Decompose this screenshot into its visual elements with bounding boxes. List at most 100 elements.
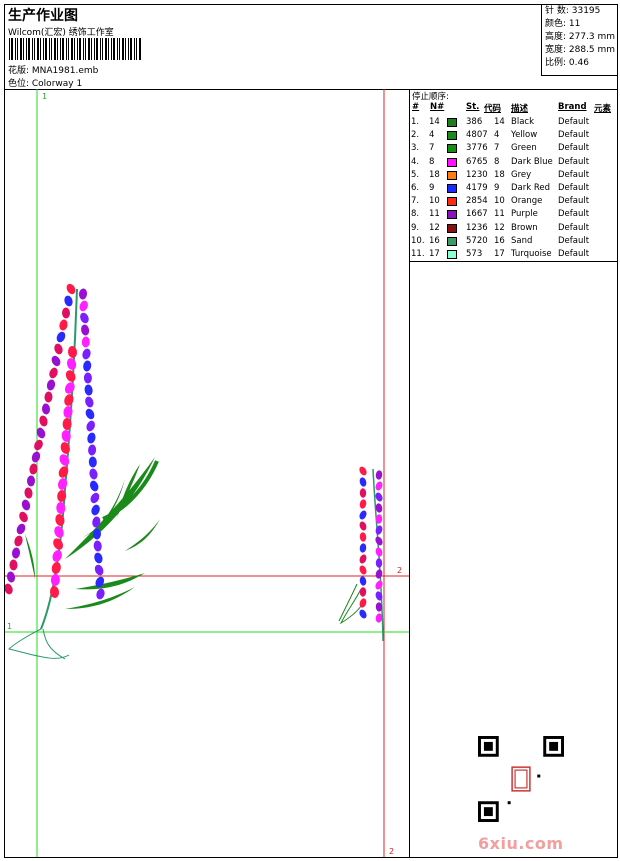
design-file: 花版: MNA1981.emb <box>8 66 99 76</box>
colorway: 色位: Colorway 1 <box>8 79 83 89</box>
col-index: # <box>412 102 420 112</box>
row-code: 10 <box>494 196 505 207</box>
row-needle: 11 <box>429 209 440 220</box>
row-brand: Default <box>558 183 590 193</box>
stop-sequence-table: 停止顺序: # N# St. 代码 描述 Brand 元素 1. 14 386 14 B… <box>410 89 618 262</box>
row-desc: Brown <box>511 222 538 233</box>
row-needle: 16 <box>429 235 440 246</box>
table-row: 8. 11 1667 11 Purple Default <box>410 208 618 221</box>
watermark: 6xiu.com <box>478 834 564 853</box>
row-index: 4. <box>411 156 420 167</box>
row-desc: Yellow <box>511 130 538 141</box>
row-needle: 7 <box>429 143 435 154</box>
row-code: 18 <box>494 169 505 180</box>
color-swatch <box>447 250 457 259</box>
table-row: 1. 14 386 14 Black Default <box>410 116 618 129</box>
design-width: 宽度: 288.5 mm <box>545 45 616 55</box>
row-desc: Sand <box>511 235 533 246</box>
row-index: 3. <box>411 143 420 154</box>
row-brand: Default <box>558 117 590 127</box>
col-desc: 描述 <box>511 104 529 114</box>
stitch-count: 针 数: 33195 <box>545 6 601 16</box>
row-index: 7. <box>411 196 420 207</box>
table-row: 6. 9 4179 9 Dark Red Default <box>410 182 618 195</box>
col-brand: Brand <box>558 102 587 112</box>
company-name: Wilcom(汇宏) 绣饰工作室 <box>8 28 114 38</box>
row-index: 5. <box>411 169 420 180</box>
row-code: 14 <box>494 117 505 127</box>
row-desc: Green <box>511 143 537 154</box>
barcode <box>9 38 141 60</box>
row-desc: Orange <box>511 196 543 207</box>
table-row: 10. 16 5720 16 Sand Default <box>410 235 618 248</box>
row-brand: Default <box>558 222 590 233</box>
design-area: 1 1 2 2 <box>4 89 409 857</box>
color-swatch <box>447 157 457 167</box>
row-desc: Grey <box>511 169 532 180</box>
row-index: 8. <box>411 209 420 220</box>
row-stitches: 5720 <box>466 235 488 246</box>
row-needle: 8 <box>429 156 435 167</box>
color-swatch <box>447 118 457 127</box>
row-code: 12 <box>494 222 505 233</box>
row-brand: Default <box>558 196 590 207</box>
row-stitches: 1236 <box>466 222 488 233</box>
color-swatch <box>447 223 457 233</box>
table-row: 4. 8 6765 8 Dark Blue Default <box>410 156 618 169</box>
color-swatch <box>447 184 457 193</box>
row-code: 16 <box>494 235 505 246</box>
row-needle: 17 <box>429 249 440 259</box>
embroidery-preview: 1 1 2 2 <box>4 89 409 857</box>
row-needle: 12 <box>429 222 440 233</box>
table-row: 3. 7 3776 7 Green Default <box>410 142 618 155</box>
row-code: 11 <box>494 209 505 220</box>
row-index: 11. <box>411 249 425 259</box>
qr-code <box>478 736 564 822</box>
row-code: 17 <box>494 249 505 259</box>
row-stitches: 6765 <box>466 156 488 167</box>
row-brand: Default <box>558 235 590 246</box>
row-stitches: 4179 <box>466 183 488 193</box>
color-count: 颜色: 11 <box>545 19 581 29</box>
col-needle: N# <box>430 102 445 112</box>
row-index: 1. <box>411 117 420 127</box>
row-code: 7 <box>494 143 500 154</box>
col-code: 代码 <box>484 104 502 114</box>
row-stitches: 573 <box>466 249 483 259</box>
row-stitches: 1230 <box>466 169 488 180</box>
row-desc: Dark Red <box>511 183 551 193</box>
color-swatch <box>447 131 457 141</box>
row-code: 8 <box>494 156 500 167</box>
row-brand: Default <box>558 169 590 180</box>
table-row: 9. 12 1236 12 Brown Default <box>410 222 618 235</box>
row-needle: 18 <box>429 169 440 180</box>
row-stitches: 2854 <box>466 196 488 207</box>
row-index: 10. <box>411 235 425 246</box>
row-desc: Turquoise <box>511 249 552 259</box>
stop-sequence-panel: 停止顺序: # N# St. 代码 描述 Brand 元素 1. 14 386 14 B… <box>409 89 618 857</box>
table-row: 2. 4 4807 4 Yellow Default <box>410 129 618 142</box>
row-stitches: 386 <box>466 117 483 127</box>
row-index: 2. <box>411 130 420 141</box>
color-swatch <box>447 210 457 220</box>
row-code: 4 <box>494 130 500 141</box>
guide-label-2-right: 2 <box>397 566 402 575</box>
row-needle: 14 <box>429 117 440 127</box>
production-sheet: 生产作业图 Wilcom(汇宏) 绣饰工作室 花版: MNA1981.emb 色… <box>4 4 618 858</box>
scale: 比例: 0.46 <box>545 58 589 68</box>
table-row: 5. 18 1230 18 Grey Default <box>410 169 618 182</box>
table-title: 停止顺序: <box>412 92 449 102</box>
row-needle: 4 <box>429 130 435 141</box>
table-row: 7. 10 2854 10 Orange Default <box>410 195 618 208</box>
row-code: 9 <box>494 183 500 193</box>
row-brand: Default <box>558 156 590 167</box>
table-row: 11. 17 573 17 Turquoise Default <box>410 248 618 261</box>
page-title: 生产作业图 <box>8 8 78 24</box>
row-index: 9. <box>411 222 420 233</box>
row-brand: Default <box>558 130 590 141</box>
row-stitches: 4807 <box>466 130 488 141</box>
row-stitches: 1667 <box>466 209 488 220</box>
guide-label-1-left: 1 <box>7 622 12 631</box>
row-desc: Purple <box>511 209 538 220</box>
color-swatch <box>447 144 457 154</box>
